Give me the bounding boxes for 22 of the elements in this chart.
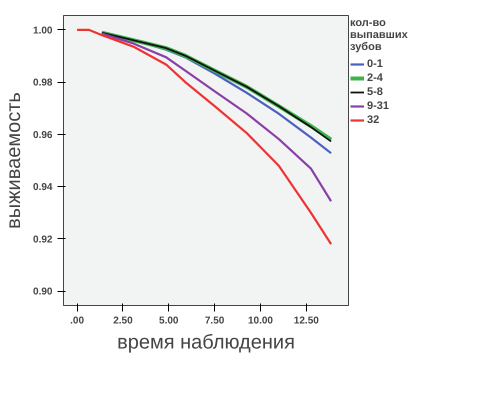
line-series — [76, 28, 332, 246]
y-tick-label: 0.92 — [33, 234, 53, 246]
legend-title: кол-во выпавших зубов — [350, 17, 408, 53]
x-tick-label: 12.50 — [294, 316, 320, 326]
y-tick-label: 0.96 — [33, 130, 53, 141]
line-series — [100, 32, 332, 202]
y-tick-label: 1.00 — [33, 25, 53, 36]
legend-label: 2-4 — [367, 72, 384, 84]
y-tick-label: 0.94 — [33, 182, 53, 194]
x-tick-label: 7.50 — [204, 316, 225, 326]
x-tick-label: 2.50 — [113, 316, 134, 326]
legend-label: 9-31 — [367, 100, 390, 112]
x-tick-label: .00 — [70, 316, 84, 326]
y-axis-title: выживаемость — [3, 92, 26, 229]
x-axis-title: время наблюдения — [117, 332, 295, 354]
y-tick-label: 0.90 — [33, 286, 53, 298]
y-tick-label: 0.98 — [33, 78, 53, 89]
x-tick-label: 10.00 — [248, 316, 274, 326]
legend-label: 32 — [367, 114, 380, 126]
x-tick-label: 5.00 — [159, 316, 179, 326]
legend-label: 5-8 — [367, 86, 384, 98]
legend-label: 0-1 — [367, 58, 384, 70]
